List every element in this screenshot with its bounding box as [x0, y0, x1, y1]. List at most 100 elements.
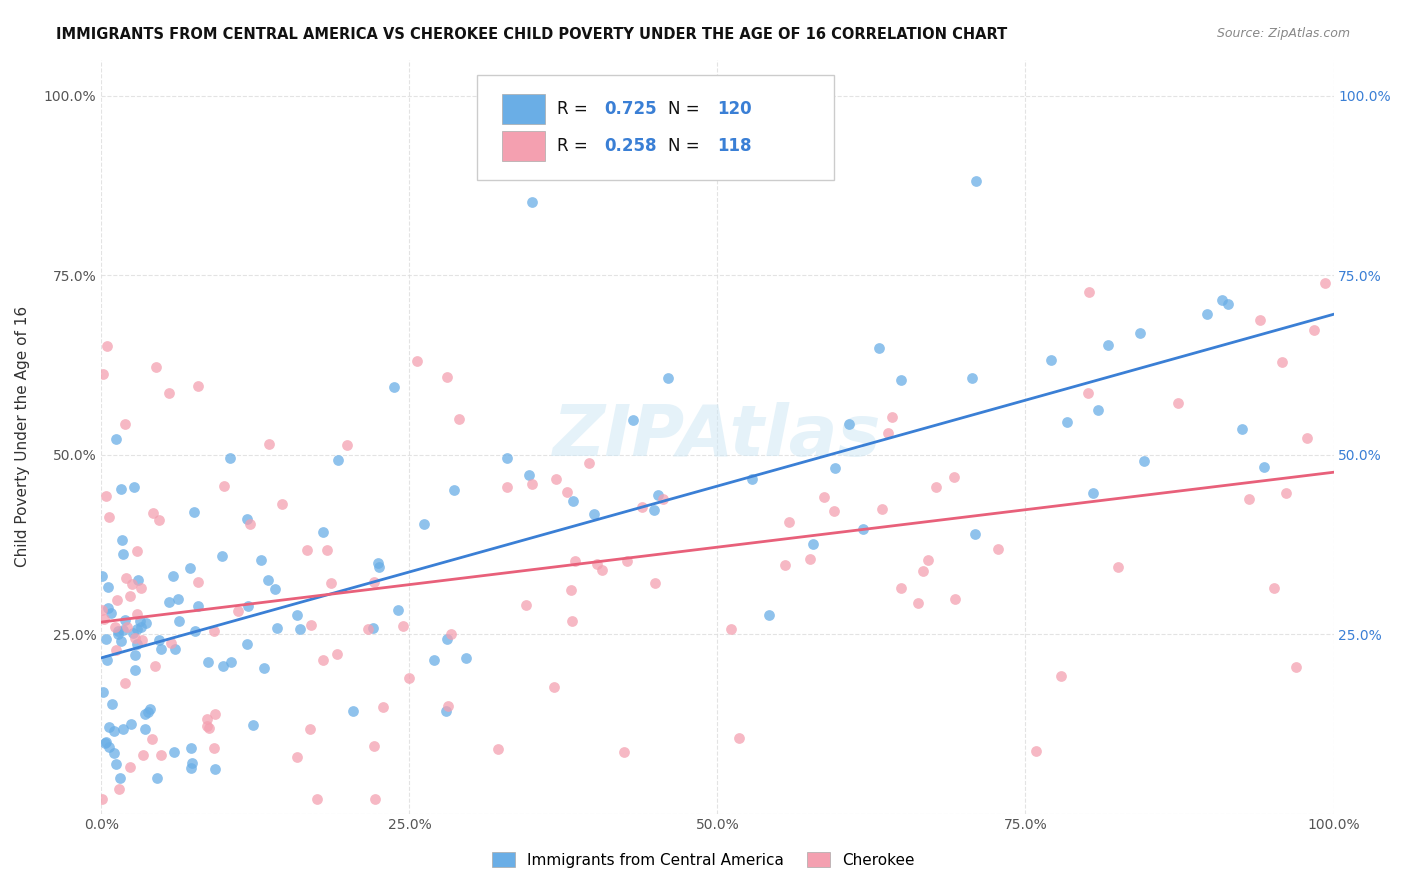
Point	[226, 604, 249, 618]
Point	[890, 582, 912, 596]
Point	[100, 698, 122, 712]
Point	[1313, 276, 1336, 290]
Point	[127, 607, 149, 621]
Point	[917, 552, 939, 566]
Point	[104, 643, 127, 657]
Point	[257, 437, 280, 451]
Point	[363, 574, 385, 589]
Point	[384, 380, 406, 394]
Point	[1237, 491, 1260, 506]
Point	[517, 468, 540, 483]
Point	[91, 368, 114, 382]
Point	[319, 576, 342, 591]
Point	[142, 506, 165, 520]
Point	[1133, 453, 1156, 467]
Point	[852, 523, 875, 537]
Point	[495, 480, 517, 494]
Point	[108, 782, 131, 797]
Point	[112, 723, 135, 737]
Point	[94, 632, 117, 646]
Point	[447, 412, 470, 426]
Point	[486, 741, 509, 756]
Point	[434, 704, 457, 718]
Point	[367, 560, 389, 574]
Point	[799, 552, 821, 566]
Point	[287, 608, 309, 623]
Point	[882, 410, 904, 425]
Point	[876, 426, 898, 441]
Point	[264, 582, 287, 596]
Point	[436, 370, 458, 384]
Point	[924, 480, 946, 494]
Point	[623, 413, 645, 427]
Point	[515, 599, 537, 613]
Point	[942, 469, 965, 483]
Point	[295, 543, 318, 558]
Point	[1078, 285, 1101, 299]
Point	[195, 712, 218, 726]
Point	[364, 792, 387, 806]
Point	[336, 438, 359, 452]
Point	[647, 488, 669, 502]
Point	[1195, 307, 1218, 321]
Point	[91, 792, 114, 806]
Point	[179, 560, 201, 574]
Point	[167, 591, 190, 606]
Point	[114, 417, 136, 431]
Point	[440, 627, 463, 641]
Point	[136, 705, 159, 719]
Point	[242, 718, 264, 732]
Point	[114, 613, 136, 627]
Point	[387, 603, 409, 617]
Text: Source: ZipAtlas.com: Source: ZipAtlas.com	[1216, 27, 1350, 40]
Point	[111, 623, 134, 637]
Point	[148, 513, 170, 527]
Point	[135, 615, 157, 630]
Point	[181, 756, 204, 771]
Point	[150, 641, 173, 656]
Point	[110, 482, 132, 496]
Point	[124, 648, 146, 663]
Point	[159, 385, 181, 400]
Point	[149, 748, 172, 763]
Point	[285, 750, 308, 764]
Point	[148, 633, 170, 648]
Point	[198, 721, 221, 735]
Point	[437, 698, 460, 713]
Point	[94, 489, 117, 503]
Point	[90, 569, 112, 583]
Point	[110, 533, 132, 548]
Point	[197, 655, 219, 669]
Point	[105, 432, 128, 446]
Point	[544, 472, 567, 486]
Text: ZIPAtlas: ZIPAtlas	[553, 402, 882, 471]
Point	[131, 633, 153, 648]
Point	[965, 174, 987, 188]
Point	[1077, 386, 1099, 401]
Point	[890, 373, 912, 387]
Point	[98, 509, 121, 524]
Text: IMMIGRANTS FROM CENTRAL AMERICA VS CHEROKEE CHILD POVERTY UNDER THE AGE OF 16 CO: IMMIGRANTS FROM CENTRAL AMERICA VS CHERO…	[56, 27, 1008, 42]
Point	[183, 624, 205, 639]
Point	[121, 626, 143, 640]
Point	[1050, 669, 1073, 683]
Point	[114, 676, 136, 690]
Point	[204, 707, 226, 722]
Point	[578, 456, 600, 470]
Point	[146, 771, 169, 785]
Point	[406, 353, 429, 368]
Point	[1097, 338, 1119, 352]
Point	[94, 736, 117, 750]
Point	[1249, 313, 1271, 327]
Point	[299, 722, 322, 736]
Point	[257, 573, 280, 587]
Point	[823, 504, 845, 518]
Point	[187, 599, 209, 613]
Text: 120: 120	[717, 100, 752, 118]
Point	[107, 627, 129, 641]
Point	[412, 517, 434, 532]
Point	[204, 762, 226, 776]
Point	[288, 622, 311, 636]
Point	[236, 637, 259, 651]
Point	[129, 581, 152, 595]
